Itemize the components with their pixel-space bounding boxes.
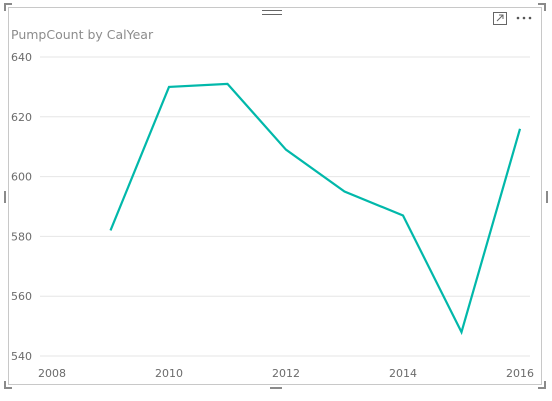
chart-title: PumpCount by CalYear — [11, 27, 154, 42]
focus-mode-icon[interactable] — [493, 10, 509, 25]
data-point[interactable] — [399, 211, 407, 219]
resize-handle-right[interactable] — [546, 191, 548, 203]
x-tick-label: 2010 — [155, 367, 183, 380]
gridlines — [40, 56, 530, 357]
drag-handle-icon[interactable] — [262, 10, 282, 19]
x-axis: 2008 2010 2012 2014 2016 — [38, 367, 534, 380]
data-point[interactable] — [165, 83, 173, 91]
data-point[interactable] — [224, 80, 232, 88]
resize-handle-bottom[interactable] — [270, 387, 282, 389]
resize-handle-top-right[interactable] — [538, 3, 546, 11]
x-tick-label: 2016 — [506, 367, 534, 380]
y-tick-label: 560 — [11, 290, 32, 303]
more-options-icon[interactable] — [515, 10, 537, 24]
data-point[interactable] — [516, 125, 524, 133]
data-point[interactable] — [107, 226, 115, 234]
x-tick-label: 2014 — [389, 367, 417, 380]
y-tick-label: 640 — [11, 51, 32, 64]
y-axis: 540 560 580 600 620 640 — [11, 51, 32, 363]
x-tick-label: 2012 — [272, 367, 300, 380]
series-line[interactable] — [109, 82, 522, 336]
resize-handle-top-left[interactable] — [4, 3, 12, 11]
x-tick-label: 2008 — [38, 367, 66, 380]
y-tick-label: 600 — [11, 171, 32, 184]
data-point[interactable] — [282, 146, 290, 154]
series-layer — [107, 80, 524, 336]
y-tick-label: 620 — [11, 111, 32, 124]
data-point[interactable] — [341, 188, 349, 196]
y-tick-label: 580 — [11, 230, 32, 243]
resize-handle-bottom-right[interactable] — [538, 381, 546, 389]
resize-handle-left[interactable] — [4, 191, 6, 203]
resize-handle-bottom-left[interactable] — [4, 381, 12, 389]
visual-container[interactable] — [8, 7, 542, 385]
y-tick-label: 540 — [11, 350, 32, 363]
data-point[interactable] — [458, 328, 466, 336]
